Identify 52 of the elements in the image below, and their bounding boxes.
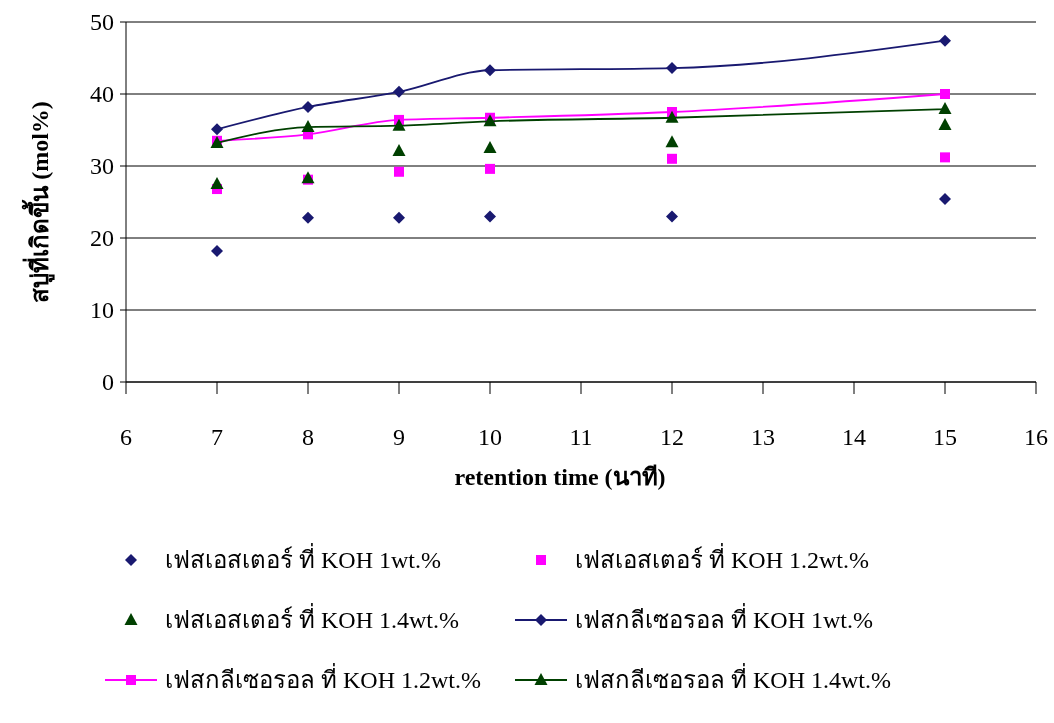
point [484, 64, 496, 77]
y-tick-label: 30 [90, 153, 114, 180]
point [302, 100, 314, 113]
point [938, 102, 952, 115]
point [210, 177, 224, 189]
point [483, 141, 497, 153]
point [211, 123, 223, 136]
x-tick-label: 13 [751, 424, 775, 450]
x-tick-label: 12 [660, 424, 684, 450]
point [940, 152, 950, 163]
point [393, 85, 405, 98]
point [393, 211, 405, 224]
point [394, 166, 404, 177]
point [301, 120, 315, 133]
legend-label: เฟสเอสเตอร์ ที่ KOH 1wt.% [165, 543, 441, 574]
y-tick-label: 0 [102, 369, 114, 396]
point [211, 244, 223, 257]
point [484, 210, 496, 223]
legend-label: เฟสกลีเซอรอล ที่ KOH 1.4wt.% [575, 663, 891, 694]
point [665, 135, 679, 148]
point [666, 210, 678, 223]
x-tick-label: 6 [120, 424, 132, 450]
x-tick-label: 9 [393, 424, 405, 450]
point [483, 114, 497, 127]
point [938, 117, 952, 130]
y-tick-label: 40 [90, 81, 114, 108]
point [392, 143, 406, 156]
point [392, 118, 406, 131]
legend-label: เฟสเอสเตอร์ ที่ KOH 1.2wt.% [575, 543, 869, 574]
legend-label: เฟสเอสเตอร์ ที่ KOH 1.4wt.% [165, 603, 459, 634]
y-tick-label: 10 [90, 297, 114, 324]
x-axis-title: retention time (นาที) [454, 464, 666, 490]
point [940, 89, 950, 99]
point [939, 34, 951, 47]
point [665, 110, 679, 123]
y-tick-label: 50 [90, 9, 114, 36]
y-tick-label: 20 [90, 225, 114, 252]
point [666, 62, 678, 75]
y-axis-title: สบู่ที่เกิดขึ้น (mol%) [21, 101, 55, 303]
point [302, 211, 314, 224]
legend-label: เฟสกลีเซอรอล ที่ KOH 1.2wt.% [165, 663, 481, 694]
x-tick-label: 7 [211, 424, 223, 450]
x-tick-label: 14 [842, 424, 866, 450]
point [485, 163, 495, 174]
legend-label: เฟสกลีเซอรอล ที่ KOH 1wt.% [575, 603, 873, 634]
x-tick-label: 10 [478, 424, 502, 450]
x-tick-label: 15 [933, 424, 957, 450]
x-tick-label: 11 [569, 424, 593, 450]
x-tick-label: 8 [302, 424, 314, 450]
point [667, 153, 677, 164]
x-tick-label: 16 [1024, 424, 1048, 450]
point [939, 193, 951, 206]
